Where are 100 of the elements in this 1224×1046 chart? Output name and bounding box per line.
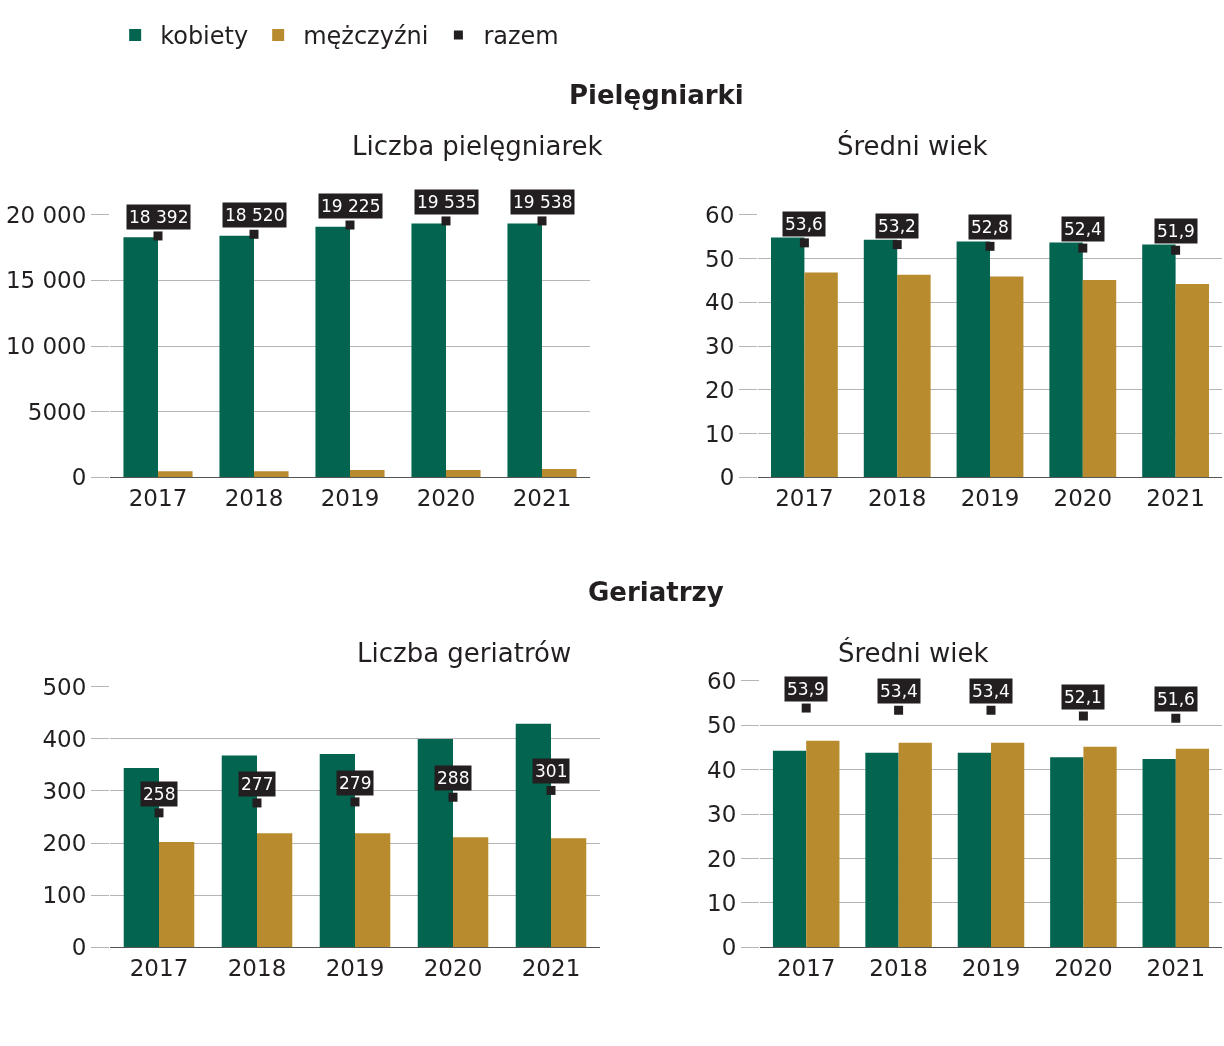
- y-tick-label: 10 000: [5, 333, 87, 360]
- y-tick-label: 400: [42, 725, 87, 752]
- bar: [507, 223, 542, 478]
- data-label: 51,6: [1157, 689, 1195, 709]
- data-label: 53,4: [880, 681, 918, 701]
- y-tick-label: 10: [707, 889, 737, 916]
- y-tick-label: 15 000: [5, 267, 87, 294]
- data-label: 19 535: [417, 192, 477, 212]
- chart-title: Liczba pielęgniarek: [352, 131, 603, 161]
- bar: [254, 471, 289, 478]
- y-tick-label: 500: [42, 673, 87, 700]
- x-tick-label: 2021: [1146, 484, 1205, 511]
- bar: [1049, 242, 1083, 478]
- x-tick-label: 2018: [227, 954, 287, 981]
- data-label: 279: [339, 773, 372, 793]
- data-label: 53,2: [878, 216, 916, 236]
- point: [153, 231, 163, 241]
- bar: [257, 833, 293, 948]
- data-label: 19 538: [513, 192, 573, 212]
- y-tick-label: 300: [42, 778, 87, 805]
- y-tick-label: 20: [707, 845, 737, 872]
- y-tick-label: 30: [705, 333, 735, 360]
- y-tick-label: 30: [707, 801, 737, 828]
- data-label: 288: [437, 768, 470, 788]
- y-tick-label: 0: [721, 934, 737, 961]
- data-label: 18 392: [129, 207, 189, 227]
- chart-title: Liczba geriatrów: [357, 638, 572, 668]
- point: [154, 808, 164, 818]
- data-label: 52,1: [1064, 687, 1102, 707]
- data-label: 53,9: [787, 679, 825, 699]
- y-tick-label: 10: [705, 420, 735, 447]
- bar: [863, 239, 898, 478]
- y-tick-label: 100: [42, 882, 87, 909]
- data-label: 277: [241, 774, 274, 794]
- bar: [219, 235, 254, 478]
- bar: [956, 241, 990, 478]
- x-tick-label: 2021: [1146, 954, 1206, 981]
- point: [546, 785, 556, 795]
- point: [1078, 711, 1088, 721]
- x-tick-label: 2021: [512, 484, 572, 511]
- bar: [770, 237, 805, 478]
- point: [801, 703, 811, 713]
- y-tick-label: 40: [707, 756, 737, 783]
- point: [441, 216, 451, 226]
- point: [350, 797, 360, 807]
- y-tick-label: 20 000: [5, 201, 87, 228]
- bar: [159, 842, 195, 948]
- bar: [1175, 283, 1210, 478]
- point: [537, 216, 547, 226]
- bar: [123, 237, 158, 478]
- y-tick-label: 0: [71, 934, 87, 961]
- data-label: 52,8: [971, 217, 1009, 237]
- y-tick-label: 20: [705, 376, 735, 403]
- bar: [453, 837, 489, 948]
- x-tick-label: 2019: [960, 484, 1020, 511]
- bar: [355, 833, 391, 948]
- data-label: 258: [143, 784, 176, 804]
- legend-label: mężczyźni: [303, 22, 429, 51]
- y-tick-label: 50: [707, 712, 737, 739]
- x-tick-label: 2018: [224, 484, 284, 511]
- bar: [158, 471, 193, 478]
- y-tick-label: 50: [705, 245, 735, 272]
- x-tick-label: 2019: [325, 954, 385, 981]
- x-tick-label: 2019: [320, 484, 380, 511]
- chart-title: Średni wiek: [837, 130, 988, 161]
- point: [1171, 713, 1181, 723]
- text: Pielęgniarki: [569, 80, 744, 110]
- data-label: 53,4: [972, 681, 1010, 701]
- bar: [551, 838, 587, 948]
- data-label: 301: [535, 761, 568, 781]
- bar: [542, 469, 577, 478]
- bar: [990, 276, 1024, 478]
- point: [448, 792, 458, 802]
- x-tick-label: 2017: [776, 954, 836, 981]
- y-tick-label: 200: [42, 830, 87, 857]
- y-tick-label: 40: [705, 289, 735, 316]
- bar: [804, 272, 838, 478]
- x-tick-label: 2021: [521, 954, 581, 981]
- x-tick-label: 2017: [128, 484, 188, 511]
- legend-label: razem: [483, 22, 559, 51]
- x-tick-label: 2018: [867, 484, 927, 511]
- y-tick-label: 0: [71, 464, 87, 491]
- x-tick-label: 2020: [423, 954, 483, 981]
- point: [252, 798, 262, 808]
- y-tick-label: 60: [707, 668, 737, 695]
- x-tick-label: 2018: [869, 954, 928, 981]
- x-tick-label: 2019: [961, 954, 1021, 981]
- x-tick-label: 2020: [1054, 954, 1113, 981]
- point: [249, 229, 259, 239]
- x-tick-label: 2020: [1053, 484, 1113, 511]
- x-tick-label: 2017: [775, 484, 834, 511]
- bar: [446, 470, 481, 478]
- bar: [350, 470, 385, 478]
- x-tick-label: 2020: [416, 484, 476, 511]
- text: Geriatrzy: [588, 577, 724, 607]
- point: [345, 220, 355, 230]
- legend-label: kobiety: [160, 22, 249, 51]
- point: [894, 705, 904, 715]
- data-label: 18 520: [225, 205, 285, 225]
- point: [986, 705, 996, 715]
